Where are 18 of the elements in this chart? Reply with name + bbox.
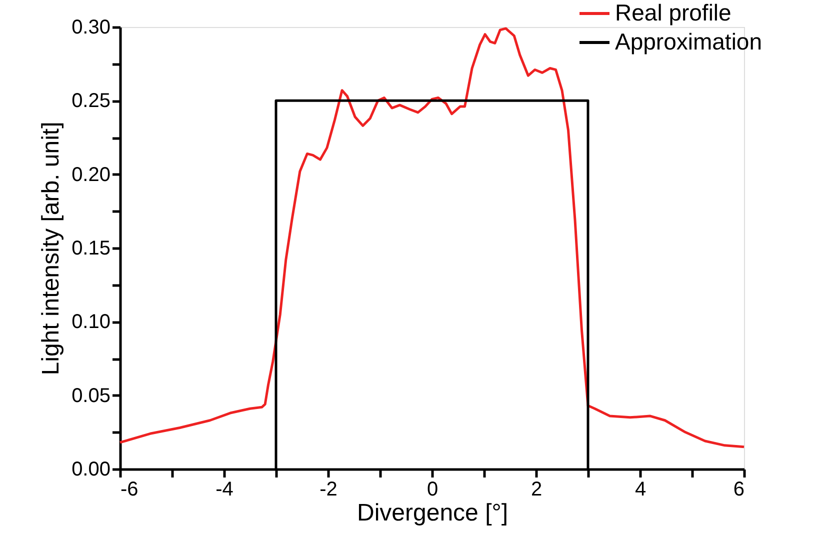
y-tick-label: 0.25 bbox=[72, 90, 110, 112]
y-tick-label: 0.20 bbox=[72, 164, 110, 186]
x-tick-label: 0 bbox=[426, 478, 438, 500]
x-tick-label: -2 bbox=[320, 478, 338, 500]
x-tick-label: 4 bbox=[634, 478, 646, 500]
x-tick-label: -4 bbox=[216, 478, 234, 500]
legend-label: Real profile bbox=[615, 0, 732, 26]
y-axis-title: Light intensity [arb. unit] bbox=[38, 122, 65, 376]
y-tick-label: 0.15 bbox=[72, 238, 110, 260]
legend-label: Approximation bbox=[615, 28, 762, 54]
x-tick-label: 2 bbox=[530, 478, 542, 500]
x-tick-label: -6 bbox=[120, 478, 138, 500]
y-tick-label: 0.05 bbox=[72, 384, 110, 407]
y-tick-label: 0.30 bbox=[72, 16, 110, 38]
y-tick-label: 0.10 bbox=[72, 311, 110, 334]
x-tick-label: 6 bbox=[733, 478, 744, 500]
x-axis-title: Divergence [°] bbox=[357, 500, 508, 526]
y-tick-label: 0.00 bbox=[72, 458, 110, 480]
